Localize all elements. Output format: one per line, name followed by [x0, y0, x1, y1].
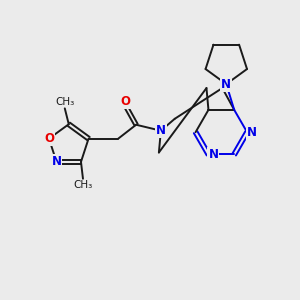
Text: N: N: [52, 155, 61, 168]
Text: N: N: [156, 124, 166, 137]
Text: CH₃: CH₃: [55, 98, 74, 107]
Text: N: N: [156, 124, 166, 137]
Text: CH₃: CH₃: [73, 180, 93, 190]
Text: N: N: [221, 78, 231, 91]
Text: O: O: [44, 132, 54, 145]
Text: N: N: [208, 148, 218, 161]
Text: N: N: [247, 126, 257, 139]
Text: O: O: [120, 95, 130, 109]
